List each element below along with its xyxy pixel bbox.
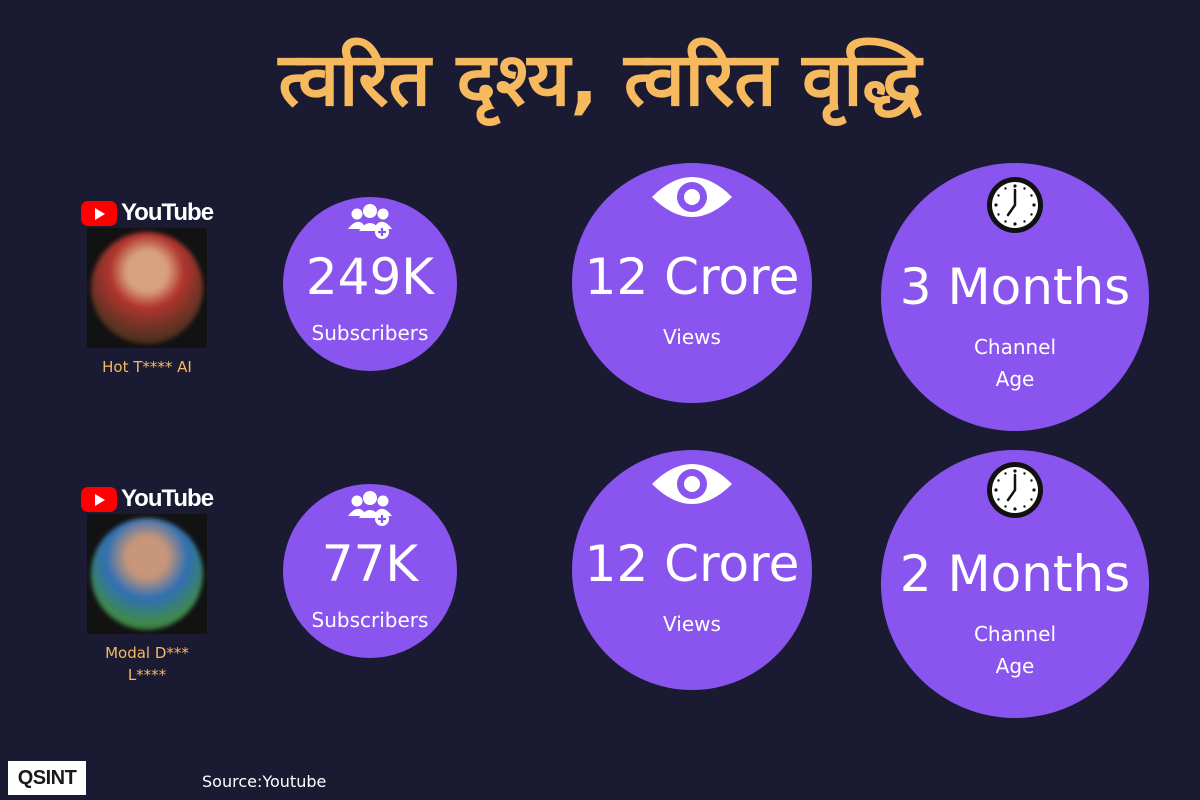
youtube-logo: YouTube <box>77 198 217 228</box>
youtube-play-icon <box>80 486 117 512</box>
subscribers-circle: 77K Subscribers <box>283 484 457 658</box>
subscribers-circle: 249K Subscribers <box>283 197 457 371</box>
channel-age-value: 3 Months <box>899 258 1131 316</box>
page-title: त्वरित दृश्य, त्वरित वृद्धि <box>278 37 922 123</box>
channel-age-label: Channel Age <box>973 335 1057 391</box>
views-label: Views <box>663 612 721 636</box>
views-circle: 12 Crore Views <box>572 163 812 403</box>
clock-icon <box>987 177 1043 233</box>
channel-card-1: YouTube Hot T**** AI <box>77 198 217 378</box>
channel-avatar-frame <box>87 228 207 348</box>
avatar <box>91 232 203 344</box>
channel-age-circle: 3 Months Channel Age <box>881 163 1149 431</box>
source-credit: Source:Youtube <box>202 772 327 791</box>
channel-avatar-frame <box>87 514 207 634</box>
subscribers-value: 77K <box>321 535 419 593</box>
qsint-logo: QSINT <box>8 761 86 795</box>
youtube-wordmark: YouTube <box>120 485 214 512</box>
channel-age-value: 2 Months <box>899 545 1131 603</box>
clock-icon <box>987 462 1043 518</box>
views-value: 12 Crore <box>584 248 800 306</box>
channel-name: Modal D*** L**** <box>105 644 189 684</box>
subscribers-value: 249K <box>305 248 435 306</box>
channel-card-2: YouTube Modal D*** L**** <box>77 484 217 686</box>
qsint-logo-text: QSINT <box>17 766 77 789</box>
youtube-logo: YouTube <box>77 484 217 514</box>
avatar <box>91 518 203 630</box>
channel-name: Hot T**** AI <box>102 358 192 376</box>
subscribers-label: Subscribers <box>311 321 429 345</box>
channel-age-label: Channel Age <box>973 622 1057 678</box>
channel-age-circle: 2 Months Channel Age <box>881 450 1149 718</box>
eye-icon <box>652 177 732 217</box>
users-plus-icon <box>348 204 392 239</box>
youtube-play-icon <box>80 200 117 226</box>
views-value: 12 Crore <box>584 535 800 593</box>
views-circle: 12 Crore Views <box>572 450 812 690</box>
views-label: Views <box>663 325 721 349</box>
subscribers-label: Subscribers <box>311 608 429 632</box>
youtube-wordmark: YouTube <box>120 199 214 226</box>
users-plus-icon <box>348 491 392 526</box>
eye-icon <box>652 464 732 504</box>
